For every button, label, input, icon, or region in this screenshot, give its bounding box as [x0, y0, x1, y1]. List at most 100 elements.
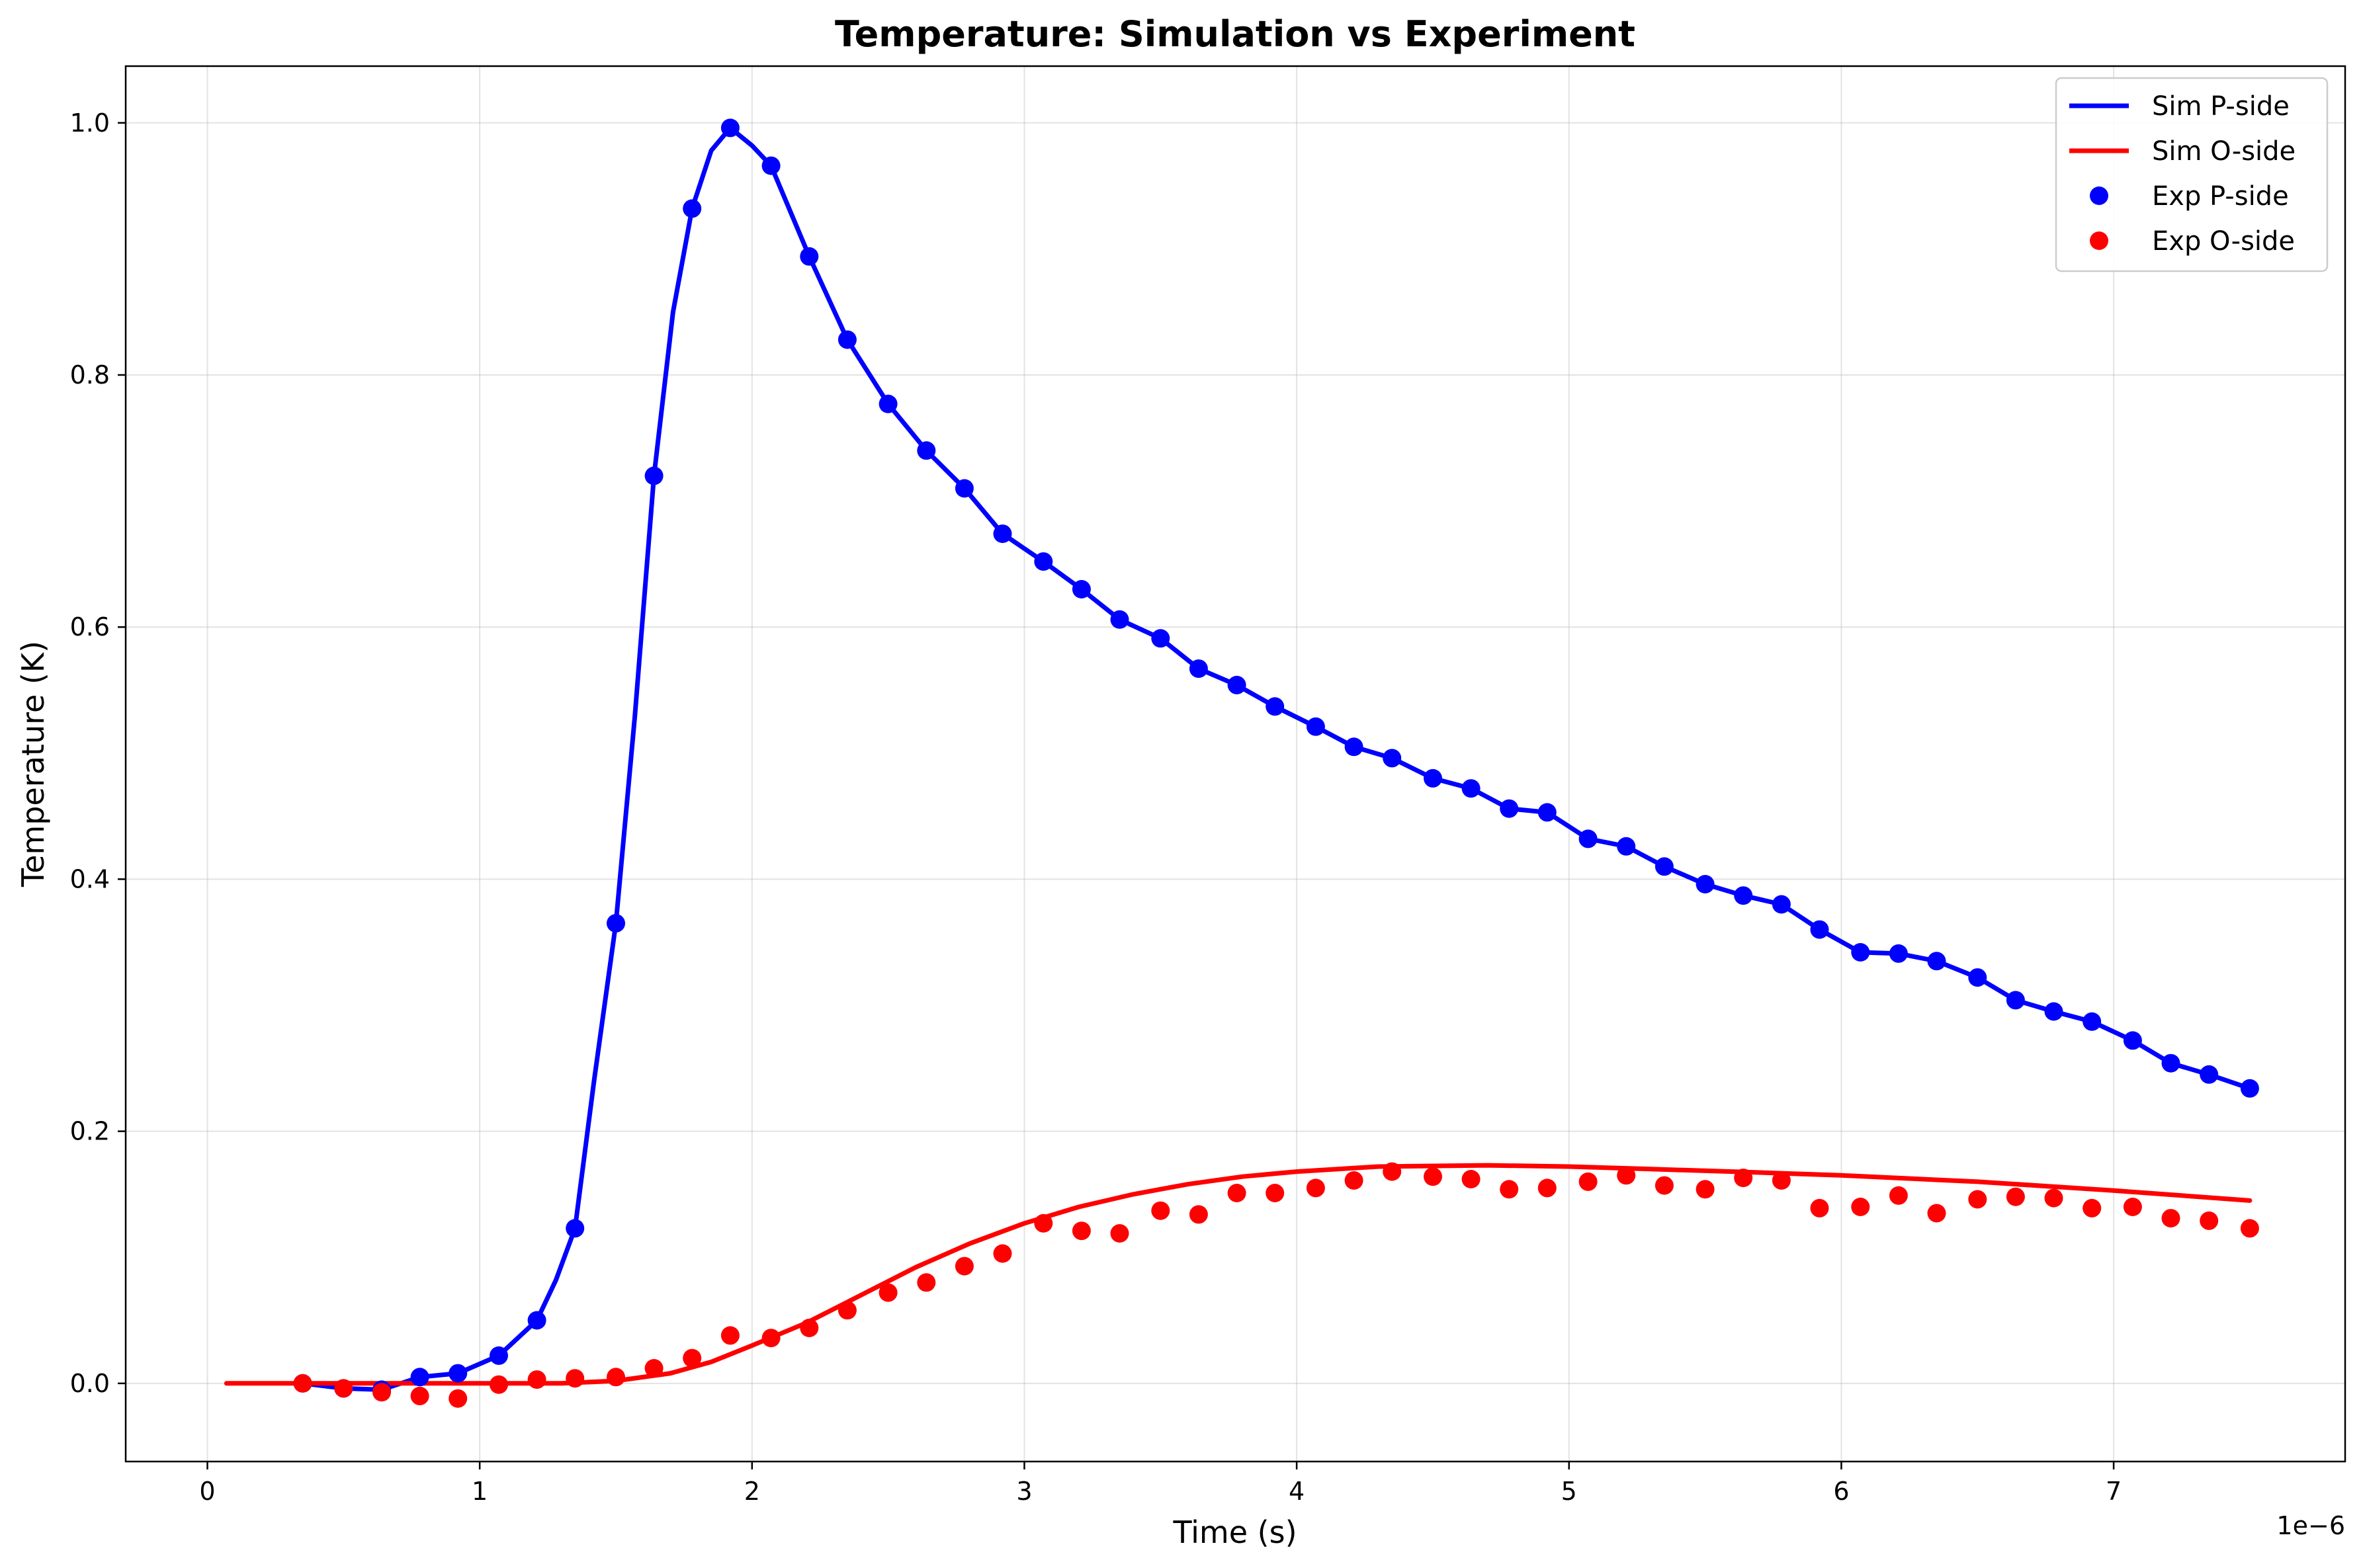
data-point-exp-o-side — [527, 1370, 546, 1389]
data-point-exp-o-side — [1500, 1180, 1519, 1199]
data-point-exp-p-side — [566, 1219, 585, 1238]
data-point-exp-p-side — [2200, 1065, 2219, 1084]
x-tick-label: 6 — [1833, 1477, 1849, 1506]
data-point-exp-p-side — [2240, 1079, 2259, 1098]
data-point-exp-o-side — [1654, 1176, 1674, 1195]
data-point-exp-o-side — [293, 1374, 312, 1393]
data-point-exp-p-side — [1424, 768, 1442, 788]
data-point-exp-o-side — [1306, 1178, 1325, 1198]
data-point-exp-p-side — [1696, 875, 1715, 893]
data-point-exp-o-side — [1696, 1180, 1715, 1199]
data-point-exp-p-side — [1810, 920, 1829, 939]
data-point-exp-o-side — [1344, 1171, 1363, 1190]
data-point-exp-p-side — [1537, 803, 1557, 822]
data-point-exp-o-side — [2044, 1188, 2063, 1208]
data-point-exp-o-side — [449, 1389, 468, 1408]
data-point-exp-o-side — [1072, 1221, 1091, 1241]
data-point-exp-o-side — [1383, 1162, 1402, 1181]
data-point-exp-o-side — [566, 1369, 585, 1388]
x-tick-label: 3 — [1016, 1477, 1032, 1506]
data-point-exp-p-side — [1851, 943, 1870, 962]
data-point-exp-p-side — [1578, 829, 1598, 848]
data-point-exp-o-side — [1424, 1167, 1442, 1186]
data-point-exp-p-side — [1500, 799, 1519, 818]
y-tick-label: 0.8 — [70, 360, 110, 390]
data-point-exp-p-side — [607, 914, 625, 933]
legend: Sim P-side Sim O-side Exp P-side Exp O-s… — [2055, 77, 2329, 272]
data-point-exp-o-side — [917, 1273, 936, 1292]
data-point-exp-p-side — [2123, 1031, 2142, 1050]
legend-label-exp-p-side: Exp P-side — [2152, 181, 2289, 212]
data-point-exp-p-side — [1344, 737, 1363, 757]
legend-box — [2055, 77, 2329, 272]
x-tick-label: 4 — [1289, 1477, 1305, 1506]
data-point-exp-o-side — [1110, 1224, 1129, 1243]
data-point-exp-p-side — [761, 156, 781, 175]
data-point-exp-o-side — [2006, 1187, 2025, 1206]
data-point-exp-o-side — [993, 1244, 1012, 1263]
data-point-exp-p-side — [1306, 717, 1325, 736]
axes-frame — [124, 65, 2346, 1463]
data-point-exp-p-side — [527, 1311, 546, 1330]
data-point-exp-o-side — [955, 1257, 974, 1276]
x-axis-label: Time (s) — [1172, 1514, 1297, 1550]
data-point-exp-o-side — [2240, 1219, 2259, 1238]
data-point-exp-p-side — [2044, 1002, 2063, 1021]
data-point-exp-o-side — [683, 1348, 702, 1368]
data-point-exp-o-side — [2083, 1198, 2102, 1217]
data-point-exp-p-side — [2083, 1012, 2102, 1031]
data-point-exp-p-side — [2161, 1053, 2180, 1073]
data-point-exp-o-side — [1810, 1198, 1829, 1217]
data-point-exp-o-side — [879, 1283, 898, 1302]
data-point-exp-o-side — [410, 1386, 429, 1405]
data-point-exp-p-side — [1617, 837, 1636, 856]
x-tick-label: 0 — [199, 1477, 215, 1506]
data-point-exp-o-side — [1968, 1190, 1987, 1209]
y-tick-label: 0.2 — [70, 1117, 110, 1146]
data-point-exp-p-side — [644, 466, 664, 485]
data-point-exp-p-side — [1654, 857, 1674, 876]
data-point-exp-o-side — [1266, 1184, 1285, 1202]
legend-label-exp-o-side: Exp O-side — [2152, 226, 2295, 257]
legend-label-sim-p-side: Sim P-side — [2152, 91, 2290, 122]
data-point-exp-p-side — [683, 199, 702, 218]
legend-marker-exp-o-side — [2090, 231, 2108, 250]
x-offset-label: 1e−6 — [2276, 1511, 2345, 1540]
x-tick-label: 5 — [1561, 1477, 1577, 1506]
data-point-exp-o-side — [2161, 1209, 2180, 1228]
chart-title: Temperature: Simulation vs Experiment — [835, 13, 1635, 55]
data-point-exp-o-side — [1889, 1186, 1908, 1205]
data-point-exp-o-side — [372, 1383, 391, 1402]
data-point-exp-o-side — [1537, 1178, 1557, 1198]
data-point-exp-p-side — [490, 1346, 508, 1365]
data-point-exp-p-side — [1734, 886, 1753, 905]
series-line-sim-o-side — [224, 1163, 2253, 1386]
data-point-exp-o-side — [1734, 1169, 1753, 1188]
data-point-exp-o-side — [334, 1379, 353, 1398]
data-point-exp-p-side — [410, 1368, 429, 1387]
x-tick-label: 7 — [2106, 1477, 2122, 1506]
data-point-exp-p-side — [1383, 749, 1402, 768]
data-point-exp-o-side — [1927, 1204, 1946, 1223]
y-axis-label: Temperature (K) — [15, 641, 51, 887]
plot-area — [224, 118, 2259, 1408]
y-tick-label: 1.0 — [70, 108, 110, 138]
data-point-exp-p-side — [917, 441, 936, 460]
y-tick-label: 0.4 — [70, 864, 110, 893]
data-point-exp-o-side — [1227, 1184, 1246, 1202]
data-point-exp-p-side — [720, 118, 740, 138]
data-point-exp-o-side — [761, 1329, 781, 1348]
data-point-exp-o-side — [1151, 1201, 1170, 1220]
y-tick-label: 0.6 — [70, 612, 110, 641]
data-point-exp-p-side — [1889, 944, 1908, 963]
data-point-exp-p-side — [1072, 580, 1091, 598]
data-point-exp-o-side — [2200, 1211, 2219, 1230]
x-tick-label: 2 — [744, 1477, 760, 1506]
data-point-exp-p-side — [1461, 779, 1481, 798]
data-point-exp-p-side — [449, 1364, 468, 1383]
data-point-exp-p-side — [1968, 968, 1987, 987]
data-point-exp-p-side — [1927, 952, 1946, 971]
data-point-exp-p-side — [955, 479, 974, 498]
